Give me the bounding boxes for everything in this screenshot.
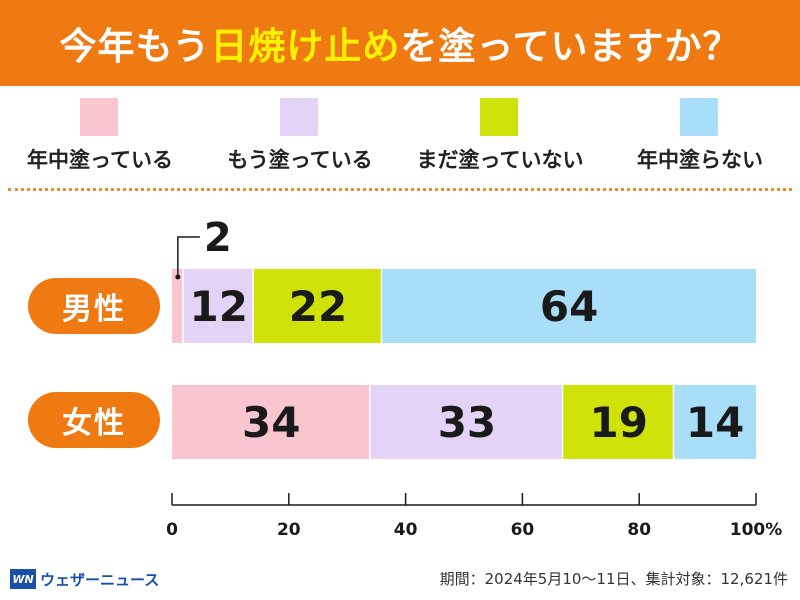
- x-tick-label: 100%: [730, 520, 783, 540]
- x-tick-label: 0: [166, 520, 178, 540]
- legend-label: もう塗っている: [227, 148, 373, 172]
- data-label: 2: [204, 215, 232, 261]
- bar-segment: [382, 269, 756, 343]
- legend-item-year-round: 年中塗っている: [0, 96, 200, 176]
- bar-segment: [370, 385, 564, 459]
- legend-item-never: 年中塗らない: [600, 96, 800, 176]
- data-label: 12: [189, 282, 247, 331]
- legend-label: 年中塗らない: [637, 148, 763, 172]
- x-tick-label: 80: [627, 520, 651, 540]
- category-label-male: 男性: [28, 278, 160, 334]
- legend-item-not-yet: まだ塗っていない: [400, 96, 600, 176]
- bar-segment: [253, 269, 383, 343]
- bar-segment: [172, 385, 371, 459]
- legend-label: まだ塗っていない: [416, 148, 584, 172]
- data-label: 14: [686, 398, 744, 447]
- stacked-bar-chart: 2 12 22 64 34 33 19 14 0 20 40 60 80 100%: [166, 215, 783, 540]
- page-title: 今年もう 日焼け止め を塗っていますか？: [0, 0, 800, 86]
- leader-line: [177, 236, 200, 277]
- x-tick-label: 60: [511, 520, 535, 540]
- bar-segment: [563, 385, 675, 459]
- legend-swatch: [280, 98, 318, 136]
- x-tick-label: 20: [277, 520, 301, 540]
- legend-swatch: [480, 98, 518, 136]
- data-label: 34: [242, 398, 300, 447]
- data-label: 19: [590, 398, 648, 447]
- legend-label: 年中塗っている: [27, 148, 173, 172]
- legend-swatch: [680, 98, 718, 136]
- title-suffix: を塗っていますか？: [400, 25, 741, 68]
- logo-mark: WN: [10, 569, 36, 589]
- legend-swatch: [80, 98, 118, 136]
- data-label: 64: [540, 282, 598, 331]
- bar-segment: [183, 269, 254, 343]
- dotted-divider: [8, 188, 792, 191]
- bar-segment: [172, 269, 184, 343]
- logo-text: ウェザーニュース: [40, 570, 160, 589]
- title-prefix: 今年もう: [59, 25, 211, 68]
- title-highlight: 日焼け止め: [210, 25, 401, 68]
- x-tick-label: 40: [394, 520, 418, 540]
- category-label-female: 女性: [28, 392, 160, 448]
- header-banner: [0, 0, 800, 86]
- bar-segment: [674, 385, 756, 459]
- data-label: 33: [438, 398, 496, 447]
- survey-note: 期間：2024年5月10～11日、集計対象：12,621件: [439, 570, 788, 588]
- data-label: 22: [289, 282, 347, 331]
- weathernews-logo: WN ウェザーニュース: [10, 566, 159, 592]
- legend-item-already: もう塗っている: [200, 96, 400, 176]
